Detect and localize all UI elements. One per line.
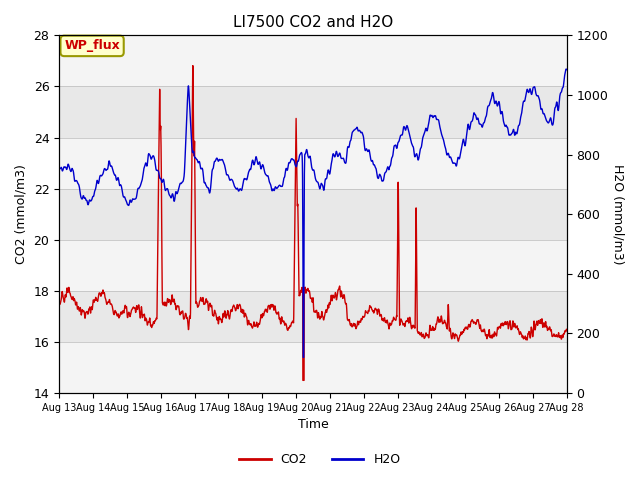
Bar xyxy=(59,36,567,86)
Legend: CO2, H2O: CO2, H2O xyxy=(234,448,406,471)
Bar xyxy=(59,240,567,291)
Y-axis label: H2O (mmol/m3): H2O (mmol/m3) xyxy=(612,164,625,264)
Bar xyxy=(59,342,567,393)
Bar xyxy=(59,138,567,189)
Title: LI7500 CO2 and H2O: LI7500 CO2 and H2O xyxy=(233,15,393,30)
Text: WP_flux: WP_flux xyxy=(64,39,120,52)
X-axis label: Time: Time xyxy=(298,419,328,432)
Y-axis label: CO2 (mmol/m3): CO2 (mmol/m3) xyxy=(15,164,28,264)
